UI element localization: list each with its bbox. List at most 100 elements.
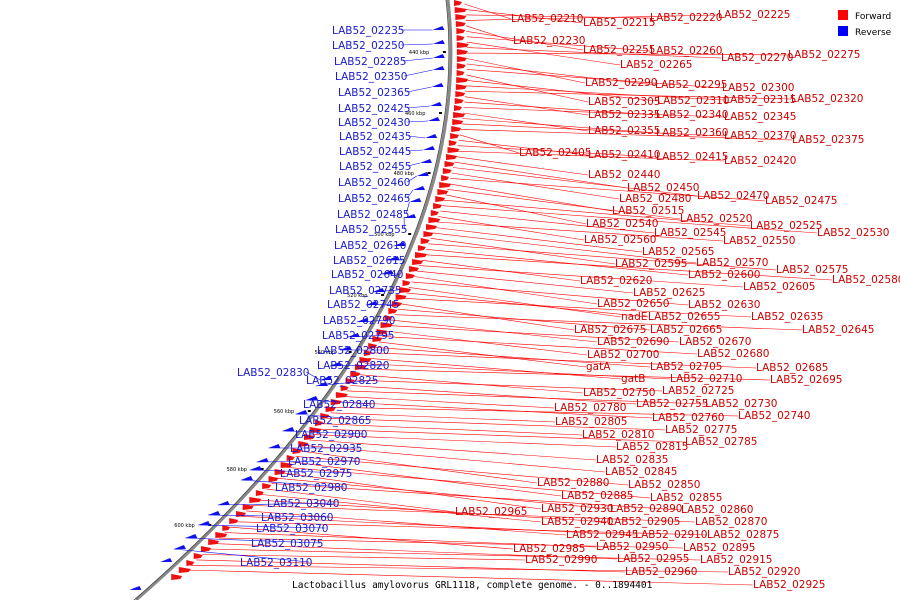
forward-gene-label[interactable]: LAB52_02895	[683, 542, 756, 554]
reverse-gene-label[interactable]: LAB52_02445	[339, 146, 412, 158]
forward-gene-label[interactable]: LAB52_02885	[561, 490, 634, 502]
forward-gene-label[interactable]: LAB52_02835	[596, 454, 669, 466]
forward-gene-label[interactable]: LAB52_02850	[628, 479, 701, 491]
forward-gene-label[interactable]: LAB52_02700	[587, 349, 660, 361]
forward-gene-label[interactable]: LAB52_02940	[541, 516, 614, 528]
reverse-gene-label[interactable]: LAB52_02865	[299, 415, 372, 427]
forward-gene-label[interactable]: LAB52_02910	[635, 529, 708, 541]
forward-gene-label[interactable]: LAB52_02220	[650, 12, 723, 24]
reverse-gene-label[interactable]: LAB52_02840	[303, 399, 376, 411]
reverse-gene-label[interactable]: LAB52_02825	[306, 375, 379, 387]
forward-gene-label[interactable]: LAB52_02315	[724, 94, 797, 106]
forward-gene-label[interactable]: LAB52_02515	[612, 205, 685, 217]
forward-gene-label[interactable]: LAB52_02305	[588, 96, 661, 108]
reverse-gene-label[interactable]: LAB52_02455	[339, 161, 412, 173]
reverse-gene-label[interactable]: LAB52_02485	[337, 209, 410, 221]
forward-gene-label[interactable]: LAB52_02690	[597, 336, 670, 348]
forward-gene-label[interactable]: LAB52_02480	[619, 193, 692, 205]
forward-gene-label[interactable]: LAB52_02945	[566, 529, 639, 541]
forward-gene-label[interactable]: LAB52_02815	[616, 441, 689, 453]
forward-gene-label[interactable]: LAB52_02580	[832, 274, 900, 286]
forward-gene-label[interactable]: LAB52_02740	[738, 410, 811, 422]
forward-gene-label[interactable]: LAB52_02915	[700, 554, 773, 566]
reverse-gene-label[interactable]: LAB52_02745	[327, 299, 400, 311]
reverse-gene-label[interactable]: LAB52_02250	[332, 40, 405, 52]
forward-gene-label[interactable]: LAB52_02920	[728, 566, 801, 578]
forward-gene-label[interactable]: LAB52_02650	[597, 298, 670, 310]
forward-gene-label[interactable]: LAB52_02930	[541, 503, 614, 515]
reverse-gene-label[interactable]: LAB52_03070	[256, 523, 329, 535]
reverse-gene-label[interactable]: LAB52_02235	[332, 25, 405, 37]
forward-gene-label[interactable]: LAB52_02375	[792, 134, 865, 146]
forward-gene-label[interactable]: nadE	[621, 311, 647, 323]
reverse-gene-label[interactable]: LAB52_02735	[329, 285, 402, 297]
reverse-gene-label[interactable]: LAB52_03040	[267, 498, 340, 510]
forward-gene-label[interactable]: LAB52_02645	[802, 324, 875, 336]
forward-gene-label[interactable]: LAB52_02525	[750, 220, 823, 232]
reverse-gene-label[interactable]: LAB52_03110	[240, 557, 313, 569]
forward-gene-label[interactable]: LAB52_02870	[695, 516, 768, 528]
forward-gene-label[interactable]: LAB52_02355	[588, 125, 661, 137]
forward-gene-label[interactable]: LAB52_02300	[722, 82, 795, 94]
forward-gene-label[interactable]: LAB52_02475	[765, 195, 838, 207]
forward-gene-label[interactable]: LAB52_02760	[652, 412, 725, 424]
forward-gene-label[interactable]: gatA	[586, 361, 611, 373]
forward-gene-label[interactable]: LAB52_02340	[656, 109, 729, 121]
forward-gene-label[interactable]: LAB52_02225	[718, 9, 791, 21]
forward-gene-label[interactable]: LAB52_02780	[554, 402, 627, 414]
forward-gene-label[interactable]: LAB52_02255	[583, 44, 656, 56]
forward-gene-label[interactable]: LAB52_02630	[688, 299, 761, 311]
forward-gene-label[interactable]: gatB	[621, 373, 645, 385]
forward-gene-label[interactable]: LAB52_02680	[697, 348, 770, 360]
forward-gene-label[interactable]: LAB52_02410	[588, 149, 661, 161]
forward-gene-label[interactable]: LAB52_02845	[605, 466, 678, 478]
forward-gene-label[interactable]: LAB52_02450	[627, 182, 700, 194]
reverse-gene-label[interactable]: LAB52_02900	[295, 429, 368, 441]
forward-gene-label[interactable]: LAB52_02960	[625, 566, 698, 578]
forward-gene-label[interactable]: LAB52_02725	[662, 385, 735, 397]
reverse-gene-label[interactable]: LAB52_02285	[334, 56, 407, 68]
forward-gene-label[interactable]: LAB52_02530	[817, 227, 890, 239]
forward-gene-label[interactable]: LAB52_02625	[633, 287, 706, 299]
forward-gene-label[interactable]: LAB52_02210	[511, 13, 584, 25]
forward-gene-label[interactable]: LAB52_02345	[724, 111, 797, 123]
forward-gene-label[interactable]: LAB52_02695	[770, 374, 843, 386]
forward-gene-label[interactable]: LAB52_02670	[679, 336, 752, 348]
forward-gene-label[interactable]: LAB52_02320	[791, 93, 864, 105]
forward-gene-label[interactable]: LAB52_02215	[583, 17, 656, 29]
forward-gene-label[interactable]: LAB52_02260	[650, 45, 723, 57]
forward-gene-label[interactable]: LAB52_02955	[617, 553, 690, 565]
reverse-gene-label[interactable]: LAB52_02790	[323, 315, 396, 327]
reverse-gene-label[interactable]: LAB52_02800	[317, 345, 390, 357]
forward-gene-label[interactable]: LAB52_02785	[685, 436, 758, 448]
forward-gene-label[interactable]: LAB52_02560	[584, 234, 657, 246]
forward-gene-label[interactable]: LAB52_02890	[610, 503, 683, 515]
reverse-gene-label[interactable]: LAB52_02460	[338, 177, 411, 189]
forward-gene-label[interactable]: LAB52_02755	[636, 398, 709, 410]
forward-gene-label[interactable]: LAB52_02420	[724, 155, 797, 167]
forward-gene-label[interactable]: LAB52_02685	[756, 362, 829, 374]
forward-gene-label[interactable]: LAB52_02665	[650, 324, 723, 336]
forward-gene-label[interactable]: LAB52_02635	[751, 311, 824, 323]
forward-gene-label[interactable]: LAB52_02875	[707, 529, 780, 541]
forward-gene-label[interactable]: LAB52_02415	[656, 151, 729, 163]
forward-gene-label[interactable]: LAB52_02575	[776, 264, 849, 276]
forward-gene-label[interactable]: LAB52_02550	[723, 235, 796, 247]
forward-gene-label[interactable]: LAB52_02290	[585, 77, 658, 89]
reverse-gene-label[interactable]: LAB52_02970	[288, 456, 361, 468]
forward-gene-label[interactable]: LAB52_02925	[753, 579, 826, 591]
forward-gene-label[interactable]: LAB52_02985	[513, 543, 586, 555]
forward-gene-label[interactable]: LAB52_02775	[665, 424, 738, 436]
reverse-gene-label[interactable]: LAB52_02830	[237, 367, 310, 379]
reverse-gene-label[interactable]: LAB52_03075	[251, 538, 324, 550]
forward-gene-label[interactable]: LAB52_02905	[608, 516, 681, 528]
forward-gene-label[interactable]: LAB52_02570	[696, 257, 769, 269]
forward-gene-label[interactable]: LAB52_02675	[574, 324, 647, 336]
forward-gene-label[interactable]: LAB52_02730	[705, 398, 778, 410]
reverse-gene-label[interactable]: LAB52_02430	[338, 117, 411, 129]
reverse-gene-label[interactable]: LAB52_02435	[339, 131, 412, 143]
reverse-gene-label[interactable]: LAB52_02365	[338, 87, 411, 99]
forward-gene-label[interactable]: LAB52_02310	[657, 95, 730, 107]
reverse-gene-label[interactable]: LAB52_02425	[338, 103, 411, 115]
reverse-gene-label[interactable]: LAB52_02640	[331, 269, 404, 281]
